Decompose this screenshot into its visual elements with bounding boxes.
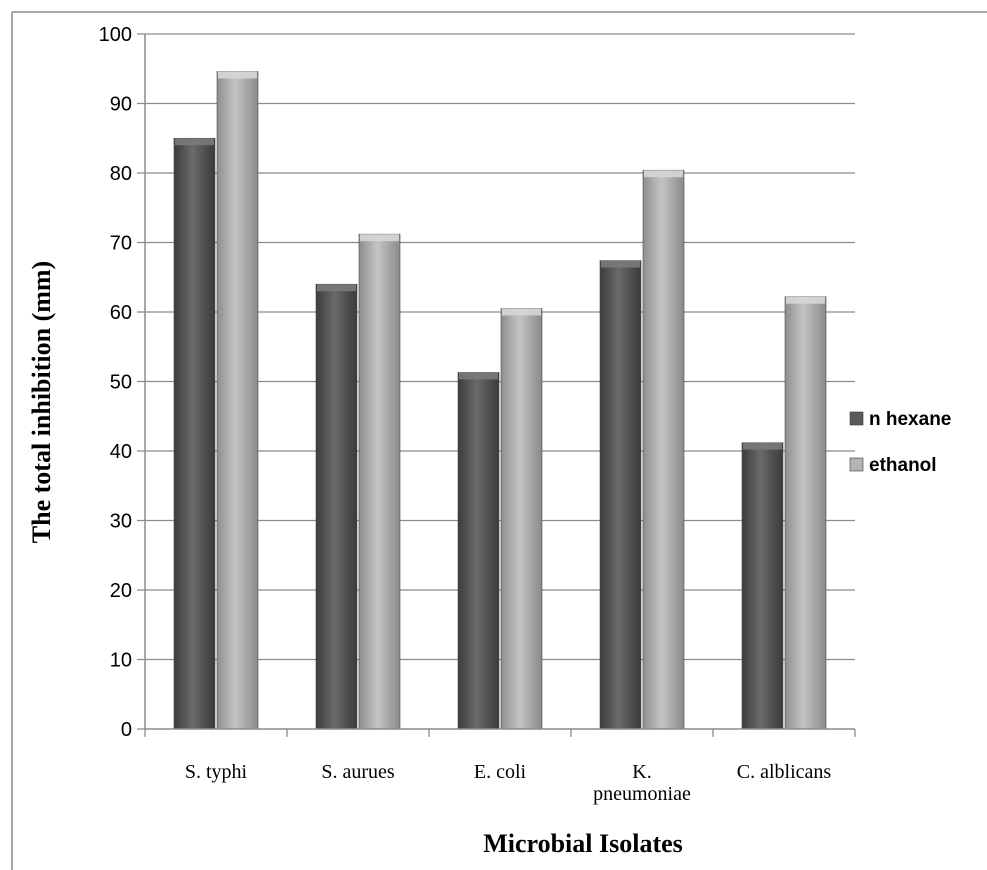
x-axis-categories: S. typhi S. aurues E. coli K.pneumoniae C. a… [185,761,832,805]
y-tick-label: 50 [110,372,132,394]
x-category-label: S. aurues [321,761,395,783]
y-tick-label: 0 [121,719,132,741]
bar-cap-ethanol [786,296,825,304]
y-tick-label: 80 [110,163,132,185]
bar-n-hexane [741,442,784,730]
y-tick-label: 10 [110,650,132,672]
bar-cap-ethanol [502,308,541,316]
legend-label: n hexane [869,409,951,430]
bar-ethanol [358,233,401,730]
bar-cap-ethanol [218,71,257,79]
bar-cap-n-hexane [459,372,498,380]
axes [144,34,856,737]
bars [173,71,827,730]
bar-ethanol [642,169,685,730]
bar-ethanol [216,71,259,730]
y-tick-label: 90 [110,94,132,116]
bar-cap-n-hexane [317,284,356,292]
gridlines [145,33,855,661]
y-tick-label: 30 [110,511,132,533]
bar-n-hexane [173,137,216,730]
y-tick-label: 60 [110,302,132,324]
x-category-label: C. alblicans [737,761,832,783]
bar-ethanol [500,308,543,730]
y-axis-ticks: 0 10 20 30 40 50 60 70 80 90 100 [99,24,145,741]
bar-cap-n-hexane [743,442,782,450]
bar-n-hexane [599,260,642,730]
y-axis-title: The total inhibition (mm) [27,261,56,543]
legend-label: ethanol [869,455,937,476]
legend: n hexane ethanol [849,409,951,476]
x-category-label: S. typhi [185,761,248,783]
bar-n-hexane [315,283,358,730]
bar-cap-n-hexane [601,260,640,268]
y-tick-label: 40 [110,441,132,463]
bar-cap-ethanol [360,234,399,242]
x-axis-title: Microbial Isolates [483,829,683,858]
y-tick-label: 70 [110,233,132,255]
bar-cap-ethanol [644,170,683,178]
legend-swatch [849,457,864,472]
y-tick-label: 20 [110,580,132,602]
x-category-label: K. [632,761,651,783]
x-category-label: E. coli [474,761,527,783]
bar-n-hexane [457,372,500,730]
bar-cap-n-hexane [175,138,214,146]
x-category-label: pneumoniae [593,783,691,805]
bar-ethanol [784,296,827,730]
legend-swatch [849,411,864,426]
y-tick-label: 100 [99,24,132,46]
